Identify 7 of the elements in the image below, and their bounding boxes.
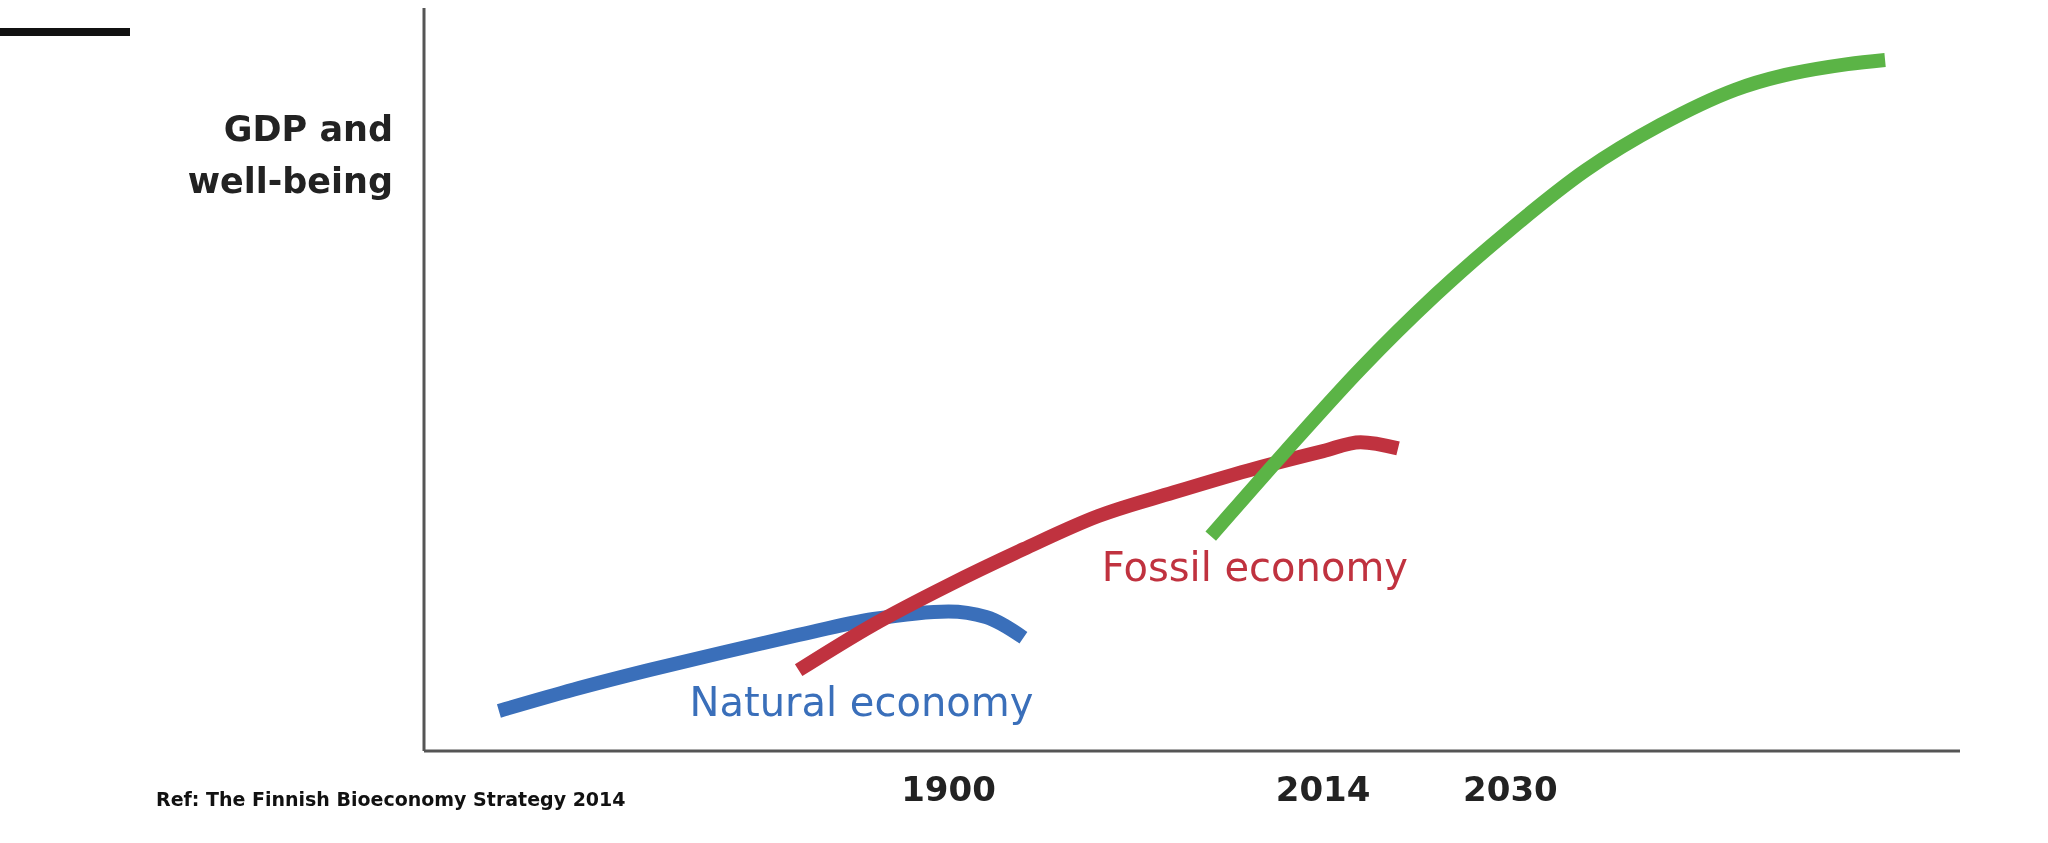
text: Ref: The Finnish Bioeconomy Strategy 2014 [156,788,626,810]
x-tick-label: 2030 [1463,769,1558,810]
y-axis-title: GDP and well-being [187,108,393,203]
series-label: Fossil economy [1101,544,1409,591]
x-tick-label: 2014 [1275,769,1371,810]
x-tick-label: 1900 [901,769,996,810]
series-label: Natural economy [689,678,1034,725]
